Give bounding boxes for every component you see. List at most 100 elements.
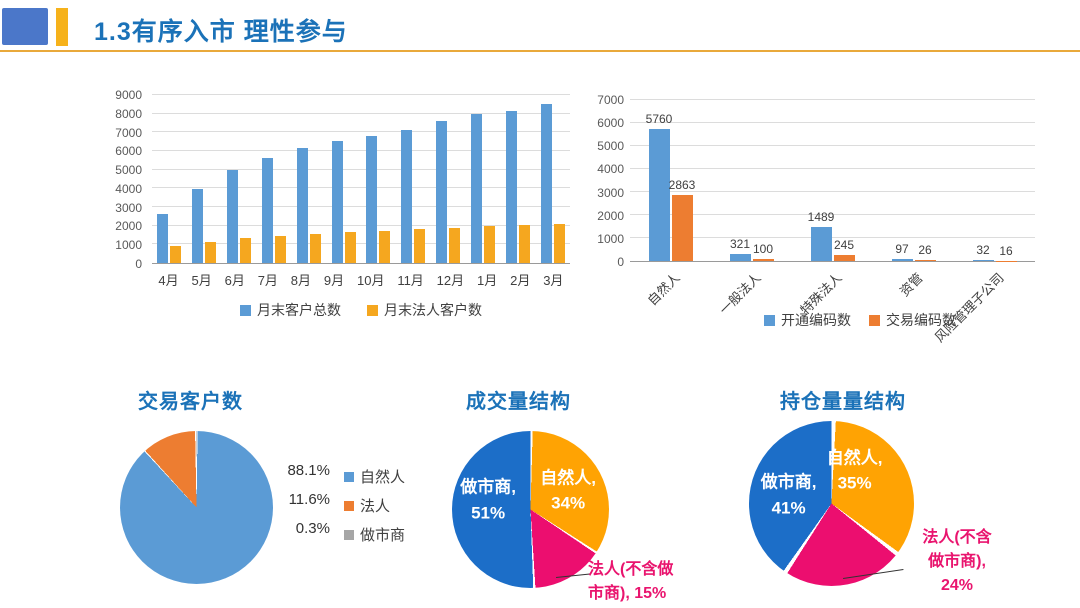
- bar: [331, 95, 343, 263]
- y-axis-tick-label: 3000: [597, 185, 624, 200]
- y-axis-tick-label: 4000: [597, 162, 624, 177]
- legend-item: 月末客户总数: [240, 300, 341, 320]
- bar: 245: [833, 100, 855, 261]
- pie-title-volume-structure: 成交量结构: [466, 391, 571, 413]
- legend-item: 月末法人客户数: [367, 300, 482, 320]
- bar-segment: [261, 158, 273, 263]
- x-axis-label: 资管: [897, 270, 927, 300]
- header-divider: [0, 50, 1080, 52]
- bar-group: [470, 95, 495, 263]
- bar: [274, 95, 286, 263]
- y-axis-tick-label: 7000: [597, 93, 624, 107]
- x-axis-label: 1月: [477, 273, 498, 288]
- y-axis: 0 1000 2000 3000 4000 5000 6000 7000 8000 9000: [110, 88, 148, 271]
- gridline: [152, 150, 570, 151]
- bar: 97: [891, 100, 913, 261]
- bar-groups: [152, 95, 570, 263]
- slice-label-legal-person: 法人(不含 做市商), 24%: [922, 529, 992, 594]
- bar-value-label: 321: [729, 236, 751, 251]
- bar-segment: [170, 246, 182, 263]
- legend-marker: [367, 304, 378, 316]
- bar-segment: [240, 237, 252, 263]
- pie-percent-label: 11.6%: [288, 491, 330, 508]
- legend-item: 交易编码数: [869, 310, 956, 330]
- bar-group: [192, 95, 217, 263]
- x-axis-label: 3月: [543, 273, 564, 288]
- pie-percent-labels: 88.1% 11.6% 0.3%: [264, 462, 330, 549]
- legend-label: 交易编码数: [886, 312, 956, 328]
- x-axis-label: 10月: [356, 273, 385, 288]
- y-axis-tick-label: 3000: [115, 200, 142, 215]
- bar: [518, 95, 530, 263]
- gridline: [152, 243, 570, 245]
- bar: 16: [995, 100, 1017, 261]
- gridline: [152, 94, 570, 95]
- x-axis-label: 7月: [257, 273, 278, 288]
- y-axis-tick-label: 2000: [115, 219, 142, 234]
- gridline: [630, 168, 1035, 169]
- x-axis-label: 9月: [323, 273, 345, 288]
- gridline: [630, 99, 1035, 100]
- bar-value-label: 5760: [645, 111, 673, 126]
- bar-segment: [449, 227, 461, 263]
- bar: 26: [914, 100, 936, 261]
- bar-group: 97 26: [891, 100, 936, 261]
- bar: [309, 95, 321, 263]
- bar-value-label: 2863: [668, 178, 696, 193]
- bar-segment: [436, 121, 448, 263]
- pie-legend: 自然人 法人 做市商: [344, 462, 405, 549]
- gridline: [152, 206, 570, 207]
- bar-group: 321 100: [729, 100, 774, 261]
- y-axis-tick-label: 0: [135, 257, 142, 271]
- bar-group: [227, 95, 252, 263]
- bar-value-label: 97: [895, 241, 909, 256]
- legend-item: 开通编码数: [764, 310, 851, 330]
- bar-value-label: 245: [833, 238, 855, 253]
- bar-group: [366, 95, 391, 263]
- y-axis-tick-label: 0: [617, 255, 624, 269]
- legend-marker: [764, 314, 775, 326]
- bar: [366, 95, 378, 263]
- header-gold-accent: [56, 8, 68, 46]
- bar: [170, 95, 182, 263]
- legend-item: 法人: [344, 491, 405, 520]
- bar-segment: [227, 169, 239, 263]
- bar: 321: [729, 100, 751, 261]
- gridline: [152, 131, 570, 133]
- x-axis-label: 11月: [397, 273, 424, 288]
- bar-group: [157, 95, 182, 263]
- bar: [436, 95, 448, 263]
- bar-segment: [833, 255, 855, 261]
- bar-segment: [518, 224, 530, 263]
- bar: [205, 95, 217, 263]
- y-axis-tick-label: 1000: [115, 238, 142, 253]
- bar-group: 1489 245: [808, 100, 855, 261]
- bar-group: [505, 95, 530, 263]
- bar: [505, 95, 517, 263]
- bar: [261, 95, 273, 263]
- x-axis-label: 5月: [191, 273, 212, 288]
- y-axis-tick-label: 4000: [115, 181, 142, 196]
- bar: [157, 95, 169, 263]
- bar: 1489: [808, 100, 834, 261]
- y-axis-tick-label: 5000: [597, 139, 624, 154]
- pie-percent-label: 0.3%: [295, 520, 330, 537]
- bar: 5760: [645, 100, 673, 261]
- bar-segment: [366, 136, 378, 263]
- bar: [401, 95, 413, 263]
- x-axis-label: 4月: [158, 273, 179, 288]
- gridline: [630, 214, 1035, 215]
- chart-legend: 开通编码数 交易编码数: [764, 310, 956, 330]
- bar: 2863: [668, 100, 696, 261]
- legend-marker: [240, 304, 251, 316]
- page-title: 1.3有序入市 理性参与: [94, 18, 348, 46]
- bar: [240, 95, 252, 263]
- bar-segment: [648, 128, 670, 261]
- gridline: [630, 145, 1035, 146]
- plot-area: [152, 94, 570, 264]
- y-axis-tick-label: 6000: [115, 144, 142, 159]
- bar-group: [401, 95, 426, 263]
- bar-segment: [379, 231, 391, 263]
- gridline: [152, 112, 570, 114]
- bar-segment: [914, 260, 936, 261]
